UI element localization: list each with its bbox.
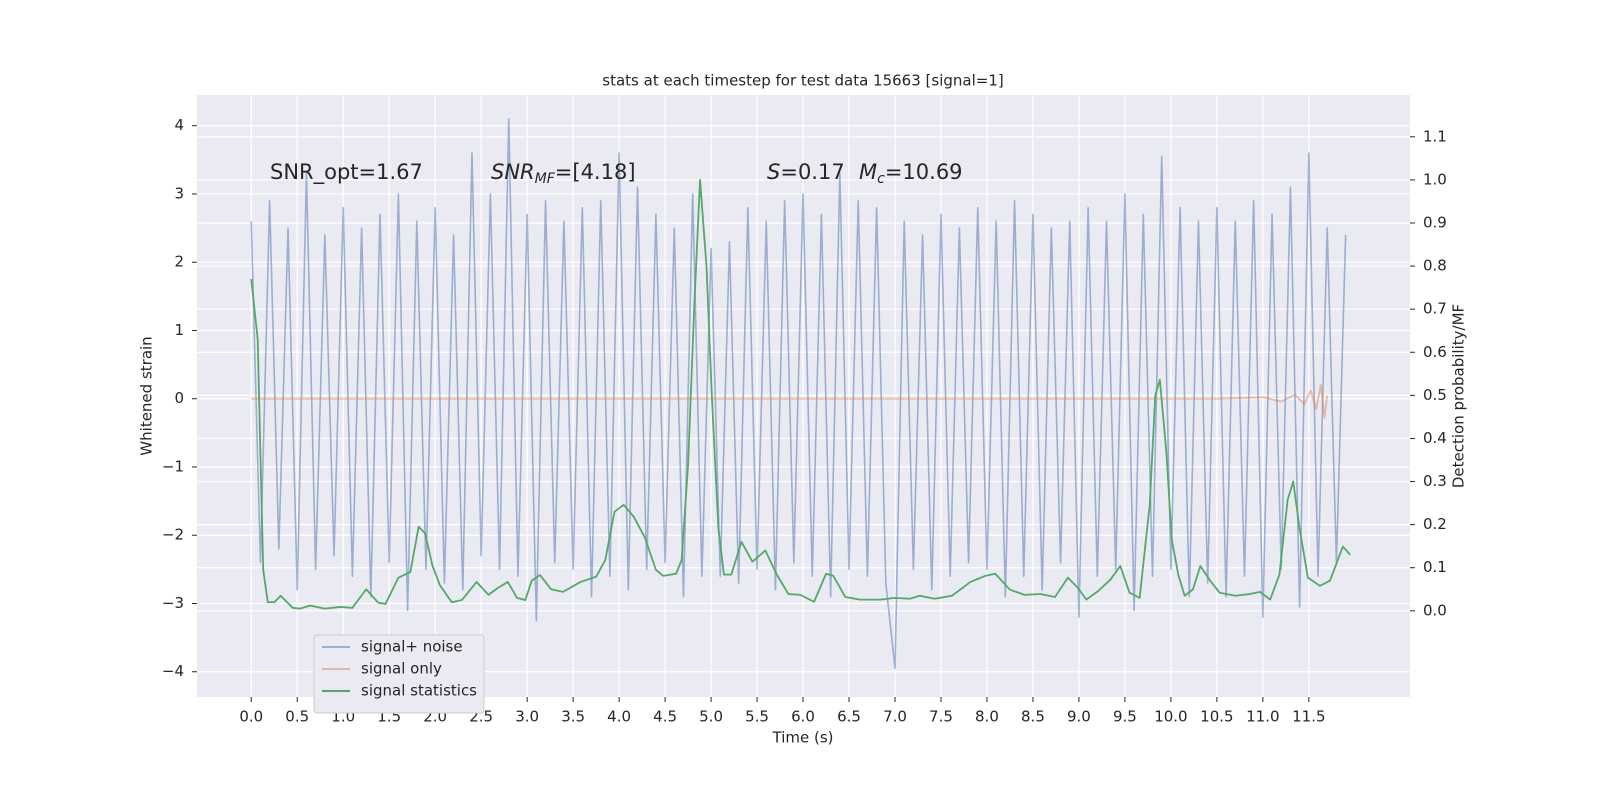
legend-label: signal only [361, 660, 442, 678]
annotation: S=0.17 [767, 160, 845, 184]
x-axis-label: Time (s) [772, 729, 834, 747]
y2-tick-label: 1.0 [1423, 170, 1447, 188]
x-tick-label: 7.5 [929, 708, 953, 726]
y-tick-label: 3 [174, 184, 184, 202]
annotation: Mc=10.69 [859, 160, 963, 187]
y-tick-label: −3 [162, 594, 184, 612]
series-line [251, 384, 1329, 419]
y2-tick-label: 0.9 [1423, 213, 1447, 231]
y-tick-label: 4 [174, 116, 184, 134]
x-tick-label: 8.0 [975, 708, 999, 726]
y2-tick-label: 0.8 [1423, 257, 1447, 275]
annotation-main: SNR_opt=1.67 [270, 160, 423, 185]
x-tick-label: 4.5 [653, 708, 677, 726]
y2-axis-label: Detection probability/MF [1450, 304, 1468, 488]
x-tick-label: 10.5 [1200, 708, 1233, 726]
y2-tick-label: 0.6 [1423, 343, 1447, 361]
y2-tick-label: 1.1 [1423, 127, 1447, 145]
y2-tick-label: 0.7 [1423, 300, 1447, 318]
annotation-main: SNR [491, 160, 535, 184]
annotation-sub: c [877, 171, 885, 187]
annotation: SNR_opt=1.67 [270, 160, 423, 185]
x-tick-label: 6.0 [791, 708, 815, 726]
y-tick-label: −4 [162, 662, 184, 680]
annotation-rest: =[4.18] [555, 160, 636, 184]
y2-tick-label: 0.3 [1423, 472, 1447, 490]
annotation-rest: =0.17 [780, 160, 844, 184]
x-tick-label: 4.0 [607, 708, 631, 726]
y2-tick-label: 0.1 [1423, 558, 1447, 576]
chart-title: stats at each timestep for test data 156… [602, 72, 1003, 90]
legend-label: signal statistics [361, 682, 477, 700]
y2-tick-label: 0.4 [1423, 429, 1447, 447]
annotation-rest: =10.69 [885, 160, 963, 184]
x-tick-label: 3.0 [515, 708, 539, 726]
annotation-main: M [859, 160, 877, 184]
x-tick-label: 0.5 [285, 708, 309, 726]
y-axis-label: Whitened strain [138, 336, 156, 455]
annotation-sub: MF [535, 171, 556, 187]
x-tick-label: 3.5 [561, 708, 585, 726]
x-tick-label: 8.5 [1021, 708, 1045, 726]
y2-tick-label: 0.0 [1423, 601, 1447, 619]
x-tick-label: 11.5 [1292, 708, 1325, 726]
y-tick-label: −1 [162, 457, 184, 475]
x-tick-label: 10.0 [1154, 708, 1187, 726]
y-tick-label: 2 [174, 253, 184, 271]
legend-label: signal+ noise [361, 638, 463, 656]
x-tick-label: 6.5 [837, 708, 861, 726]
annotation-main: S [767, 160, 780, 184]
y-tick-label: −2 [162, 526, 184, 544]
y2-tick-label: 0.5 [1423, 386, 1447, 404]
series-line [250, 178, 1351, 610]
x-tick-label: 11.0 [1246, 708, 1279, 726]
x-tick-label: 9.0 [1067, 708, 1091, 726]
legend-box [313, 634, 485, 714]
x-tick-label: 0.0 [239, 708, 263, 726]
x-tick-label: 5.5 [745, 708, 769, 726]
x-tick-label: 9.5 [1113, 708, 1137, 726]
x-tick-label: 5.0 [699, 708, 723, 726]
annotation: SNRMF=[4.18] [491, 160, 636, 187]
y-tick-label: 0 [174, 389, 184, 407]
y-tick-label: 1 [174, 321, 184, 339]
y2-tick-label: 0.2 [1423, 515, 1447, 533]
series-line [250, 118, 1347, 670]
x-tick-label: 7.0 [883, 708, 907, 726]
